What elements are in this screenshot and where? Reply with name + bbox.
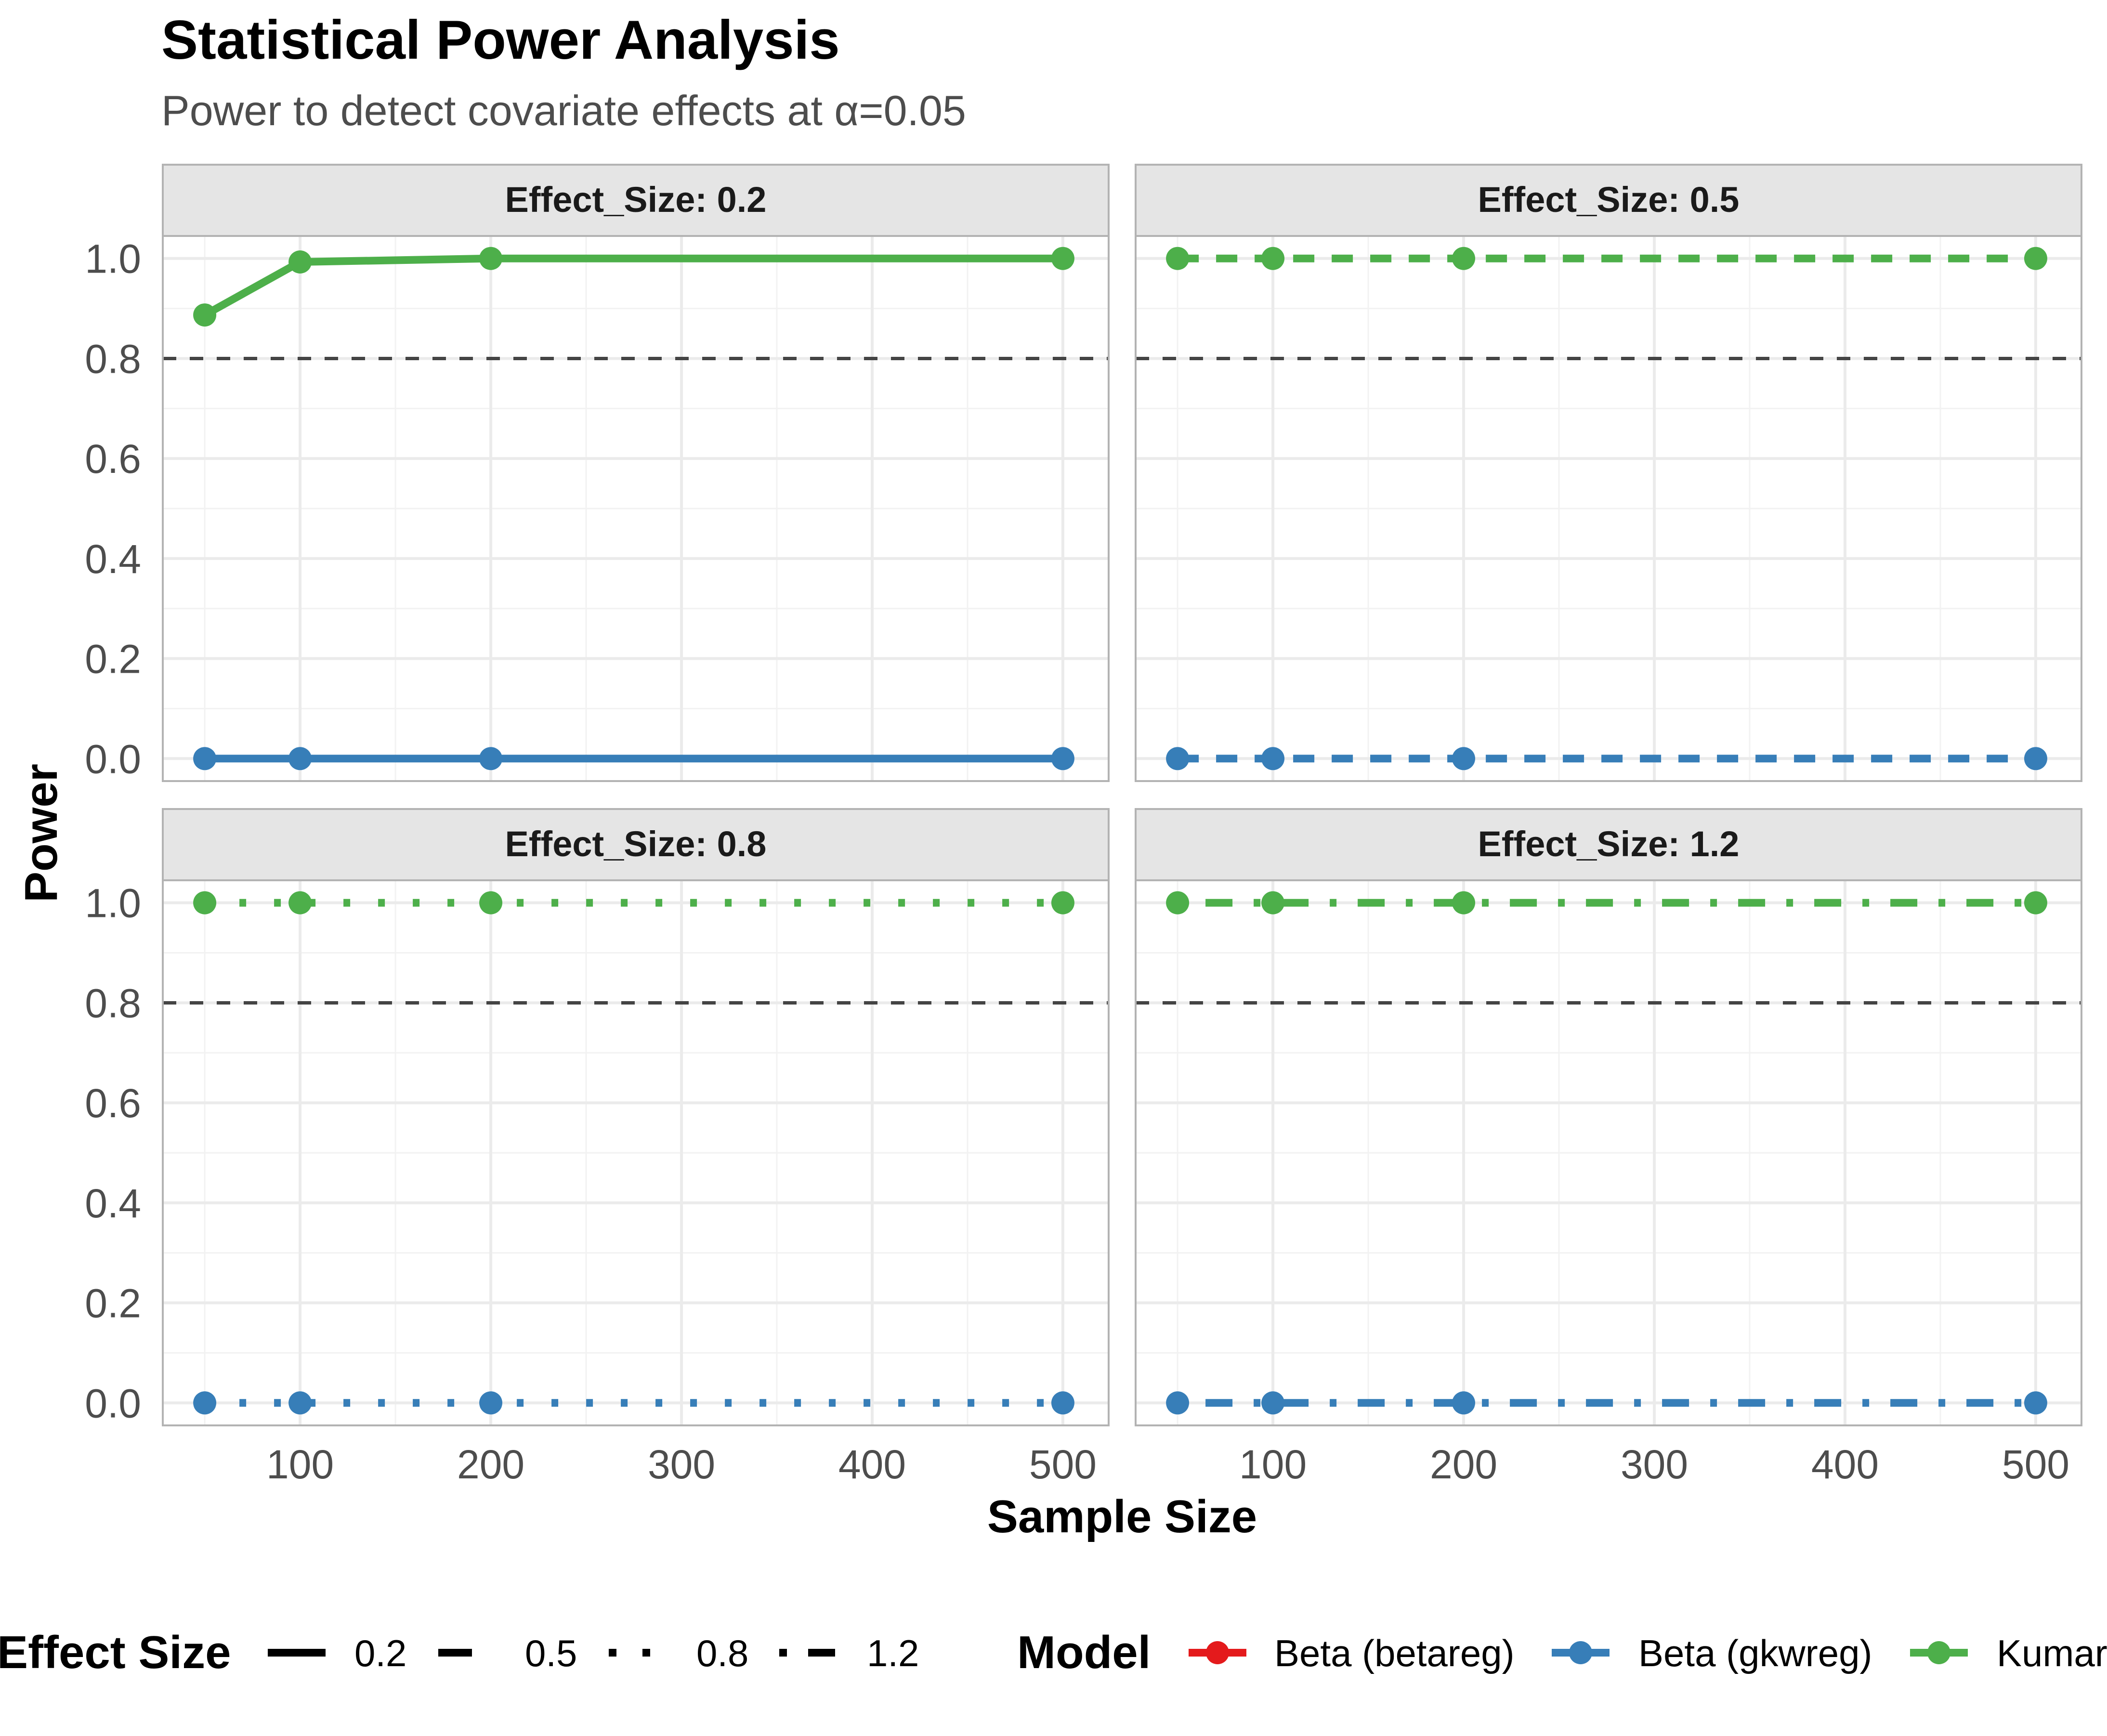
data-point	[1166, 747, 1190, 770]
data-point	[479, 247, 503, 270]
x-tick-label: 300	[648, 1442, 715, 1487]
panel-3: Effect_Size: 0.8	[162, 808, 1110, 1426]
panel-2: Effect_Size: 0.5	[1135, 164, 2082, 782]
panel-border	[1135, 879, 2082, 1426]
data-point	[1051, 1391, 1074, 1415]
data-point	[1051, 747, 1074, 770]
x-tick-label: 200	[457, 1442, 524, 1487]
panel-border	[162, 235, 1110, 782]
y-tick-label: 0.8	[85, 980, 141, 1026]
panel-strip-label: Effect_Size: 0.8	[505, 824, 767, 864]
legend-effect-size-label: 0.5	[525, 1632, 577, 1674]
legend-model-key-point	[1206, 1641, 1229, 1664]
panel-border	[162, 879, 1110, 1426]
y-axis-ticks: 0.0 0.2 0.4 0.6 0.8 1.0 0.0 0.2 0.4 0.6 0.8 1.0	[85, 236, 141, 1426]
data-point	[288, 891, 312, 914]
panel-strip	[1135, 808, 2082, 881]
y-tick-label: 0.0	[85, 736, 141, 782]
legend-model-label: Kumaraswamy	[1997, 1632, 2107, 1674]
data-point	[479, 747, 503, 770]
data-point	[193, 1391, 217, 1415]
data-point	[1261, 247, 1285, 270]
panel-strip-label: Effect_Size: 0.2	[505, 180, 767, 220]
data-point	[288, 250, 312, 274]
y-tick-label: 0.6	[85, 436, 141, 482]
data-point	[193, 747, 217, 770]
x-tick-label: 200	[1430, 1442, 1497, 1487]
legend-effect-size-label: 1.2	[867, 1632, 919, 1674]
y-tick-label: 1.0	[85, 236, 141, 282]
legend-effect-size-title: Effect Size	[0, 1627, 231, 1678]
data-point	[1261, 747, 1285, 770]
data-point	[1051, 247, 1074, 270]
data-point	[1166, 247, 1190, 270]
data-point	[479, 891, 503, 914]
panel-strip	[162, 808, 1110, 881]
panel-strip-label: Effect_Size: 1.2	[1478, 824, 1740, 864]
data-point	[288, 1391, 312, 1415]
legend-model-label: Beta (gkwreg)	[1638, 1632, 1872, 1674]
legend-model-label: Beta (betareg)	[1274, 1632, 1515, 1674]
panel-strip	[1135, 164, 2082, 237]
data-point	[479, 1391, 503, 1415]
x-axis-ticks: 100 200 300 400 500 100 200 300 400 500	[266, 1442, 2069, 1487]
data-point	[1452, 1391, 1476, 1415]
x-tick-label: 300	[1621, 1442, 1688, 1487]
data-point	[2024, 247, 2047, 270]
y-tick-label: 0.6	[85, 1081, 141, 1126]
chart-title: Statistical Power Analysis	[161, 10, 840, 71]
chart-subtitle: Power to detect covariate effects at α=0…	[161, 87, 966, 134]
y-tick-label: 0.8	[85, 336, 141, 381]
legend-effect-size-label: 0.8	[696, 1632, 748, 1674]
data-point	[1452, 891, 1476, 914]
legend-effect-size-label: 0.2	[354, 1632, 406, 1674]
legend-model-key-point	[1569, 1641, 1592, 1664]
x-tick-label: 500	[1029, 1442, 1097, 1487]
x-tick-label: 100	[266, 1442, 334, 1487]
y-tick-label: 1.0	[85, 881, 141, 926]
panel-border	[1135, 235, 2082, 782]
panels: Effect_Size: 0.2 Effect_Size: 0.5 Effect_S…	[162, 164, 2082, 1426]
series-line-kumaraswamy	[203, 254, 1063, 319]
x-tick-label: 100	[1239, 1442, 1307, 1487]
data-point	[1051, 891, 1074, 914]
panel-strip-label: Effect_Size: 0.5	[1478, 180, 1740, 220]
y-tick-label: 0.2	[85, 1281, 141, 1326]
y-tick-label: 0.0	[85, 1381, 141, 1426]
data-point	[1261, 891, 1285, 914]
y-axis-title: Power	[15, 764, 67, 902]
panel-1: Effect_Size: 0.2	[162, 164, 1110, 782]
data-point	[1166, 891, 1190, 914]
data-point	[193, 891, 217, 914]
x-tick-label: 400	[1811, 1442, 1879, 1487]
data-point	[193, 303, 217, 327]
data-point	[2024, 1391, 2047, 1415]
legend-model-title: Model	[1017, 1627, 1151, 1678]
data-point	[1452, 247, 1476, 270]
y-tick-label: 0.4	[85, 536, 141, 582]
y-tick-label: 0.2	[85, 637, 141, 682]
x-tick-label: 500	[2002, 1442, 2069, 1487]
panel-4: Effect_Size: 1.2	[1135, 808, 2082, 1426]
data-point	[1166, 1391, 1190, 1415]
panel-strip	[162, 164, 1110, 237]
x-tick-label: 400	[838, 1442, 906, 1487]
data-point	[1452, 747, 1476, 770]
data-point	[288, 747, 312, 770]
x-axis-title: Sample Size	[987, 1491, 1257, 1542]
data-point	[2024, 747, 2047, 770]
data-point	[1261, 1391, 1285, 1415]
legend: Effect Size 0.2 0.5 0.8 1.2 Model Beta (betare…	[0, 1627, 2107, 1678]
legend-model-key-point	[1927, 1641, 1950, 1664]
y-tick-label: 0.4	[85, 1181, 141, 1226]
data-point	[2024, 891, 2047, 914]
